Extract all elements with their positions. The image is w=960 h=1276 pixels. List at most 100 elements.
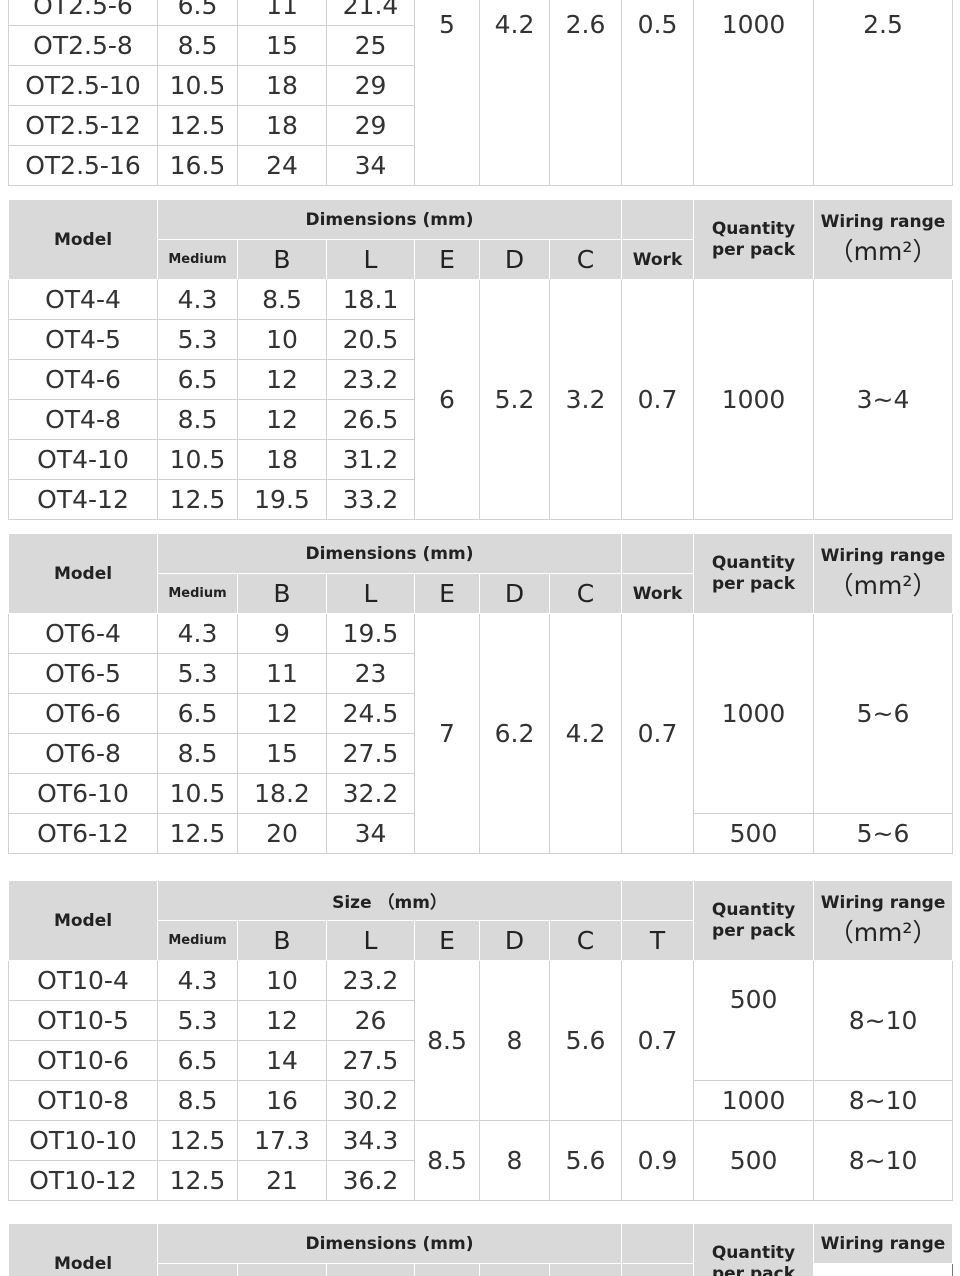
cell: 5.3 bbox=[157, 1000, 238, 1041]
cell: 0.7 bbox=[621, 613, 694, 854]
cell: 12.5 bbox=[157, 813, 238, 854]
cell: 12.5 bbox=[157, 479, 238, 520]
cell: 9 bbox=[237, 613, 327, 654]
cell: 500 bbox=[693, 1120, 815, 1201]
cell: 23 bbox=[326, 653, 415, 694]
table-body: Model Dimensions (mm) Quantity per pack Wir… bbox=[8, 199, 953, 520]
cell: 2.5 bbox=[813, 0, 953, 186]
cell: 2.6 bbox=[549, 0, 622, 186]
header-cell: E bbox=[414, 239, 480, 280]
header-cell: C bbox=[549, 573, 622, 614]
cell: OT10-12 bbox=[8, 1160, 158, 1201]
cell: OT4-8 bbox=[8, 399, 158, 440]
data-row: OT10-4 4.3 10 23.2 8.5 8 5.6 0.7 500 8~10 bbox=[8, 960, 954, 1121]
cell: 11 bbox=[237, 653, 327, 694]
header-text: Wiring range bbox=[820, 211, 946, 232]
cell: 26 bbox=[326, 1000, 415, 1041]
cell: 18 bbox=[237, 65, 327, 106]
data-row: OT10-5 5.3 12 26 bbox=[8, 1000, 953, 1041]
cell: 11 bbox=[237, 0, 327, 26]
cell: 31.2 bbox=[326, 439, 415, 480]
cell: 6.5 bbox=[157, 693, 238, 734]
cell: OT6-8 bbox=[8, 733, 158, 774]
cell: 1000 bbox=[693, 279, 814, 520]
data-row: OT4-4 4.3 8.5 18.1 6 5.2 3.2 0.7 1000 3~4 bbox=[8, 279, 953, 520]
header-unit: （mm²） bbox=[828, 917, 938, 947]
cell: OT6-4 bbox=[8, 613, 158, 654]
cell: 8.5 bbox=[414, 960, 480, 1121]
header-row: Model Dimensions (mm) Quantity per pack Wir… bbox=[8, 199, 953, 280]
cell: 25 bbox=[326, 25, 415, 66]
header-cell: C bbox=[548, 920, 623, 961]
cell: 0.5 bbox=[621, 0, 694, 186]
cell: 19.5 bbox=[326, 613, 415, 654]
data-row: OT6-6 6.5 12 24.5 bbox=[8, 693, 953, 734]
cell: 0.9 bbox=[621, 1120, 695, 1201]
header-cell: Wiring range bbox=[813, 1223, 953, 1264]
cell: 6 bbox=[414, 279, 480, 520]
header-cell: Size （mm） bbox=[156, 880, 623, 921]
header-cell bbox=[621, 199, 694, 240]
cell: OT6-6 bbox=[8, 693, 158, 734]
data-row: OT10-10 12.5 17.3 34.3 8.5 8 5.6 0.9 500 8~10 bbox=[8, 1120, 954, 1201]
cell: 7 bbox=[414, 613, 480, 854]
cell: 8.5 bbox=[157, 399, 238, 440]
header-unit: （mm²） bbox=[828, 570, 938, 600]
cell: 16.5 bbox=[157, 145, 238, 186]
spec-table: Model Size （mm） Quantity per pack Wiring ra… bbox=[8, 880, 954, 1201]
cell: 12 bbox=[237, 693, 327, 734]
table-body: OT2.5-6 6.5 11 21.4 5 4.2 2.6 0.5 1000 2.5 OT2.5-8… bbox=[8, 0, 953, 186]
header-cell: Work bbox=[621, 573, 694, 614]
header-cell: B bbox=[237, 573, 327, 614]
cell: OT2.5-10 bbox=[8, 65, 158, 106]
cell: 14 bbox=[237, 1040, 327, 1081]
cell: 15 bbox=[237, 25, 327, 66]
cell: OT2.5-8 bbox=[8, 25, 158, 66]
header-cell: B bbox=[237, 239, 327, 280]
header-text: Wiring range bbox=[820, 892, 946, 913]
cell: 10 bbox=[237, 960, 327, 1001]
cell: OT10-10 bbox=[8, 1120, 158, 1161]
header-cell: Model bbox=[8, 199, 158, 280]
cell: OT4-5 bbox=[8, 319, 158, 360]
cell: 26.5 bbox=[326, 399, 415, 440]
data-row: OT6-12 12.5 20 34 500 5~6 bbox=[8, 813, 953, 854]
cell: 29 bbox=[326, 65, 415, 106]
header-row: Model Dimensions (mm) Quantity per pack Wir… bbox=[8, 1223, 953, 1276]
cell: 12 bbox=[237, 359, 327, 400]
cell: 18 bbox=[237, 439, 327, 480]
cell: 8~10 bbox=[813, 1080, 954, 1121]
data-row: OT4-10 10.5 18 31.2 bbox=[8, 439, 953, 480]
header-cell: D bbox=[479, 573, 550, 614]
cell: 24 bbox=[237, 145, 327, 186]
header-cell: E bbox=[414, 573, 480, 614]
cell: OT6-10 bbox=[8, 773, 158, 814]
cell: OT4-10 bbox=[8, 439, 158, 480]
cell: 10.5 bbox=[157, 773, 238, 814]
data-row: OT10-12 12.5 21 36.2 bbox=[8, 1160, 953, 1201]
header-cell bbox=[621, 880, 695, 921]
header-text: Wiring range bbox=[820, 1233, 946, 1254]
header-cell: Model bbox=[8, 880, 158, 961]
data-row: OT6-8 8.5 15 27.5 bbox=[8, 733, 953, 774]
cell: 1000 bbox=[693, 613, 814, 814]
cell: OT6-5 bbox=[8, 653, 158, 694]
header-cell: Quantity per pack bbox=[693, 199, 814, 280]
cell: 8.5 bbox=[237, 279, 327, 320]
header-row: Medium B L E D C Work bbox=[9, 573, 953, 614]
cell: 5 bbox=[414, 0, 480, 186]
cell: 21.4 bbox=[326, 0, 415, 26]
header-cell: C bbox=[549, 239, 622, 280]
cell: 4.2 bbox=[479, 0, 550, 186]
header-row: Medium B L E D C T bbox=[9, 920, 953, 961]
cell: 18.2 bbox=[237, 773, 327, 814]
header-row bbox=[9, 1263, 953, 1276]
data-row: OT2.5-6 6.5 11 21.4 5 4.2 2.6 0.5 1000 2.5 bbox=[8, 0, 953, 186]
cell: 5.2 bbox=[479, 279, 550, 520]
cell: 12.5 bbox=[157, 1120, 238, 1161]
cell: OT2.5-12 bbox=[8, 105, 158, 146]
cell: 6.5 bbox=[157, 1040, 238, 1081]
cell: 3~4 bbox=[813, 279, 953, 520]
cell: OT4-4 bbox=[8, 279, 158, 320]
cell: 24.5 bbox=[326, 693, 415, 734]
